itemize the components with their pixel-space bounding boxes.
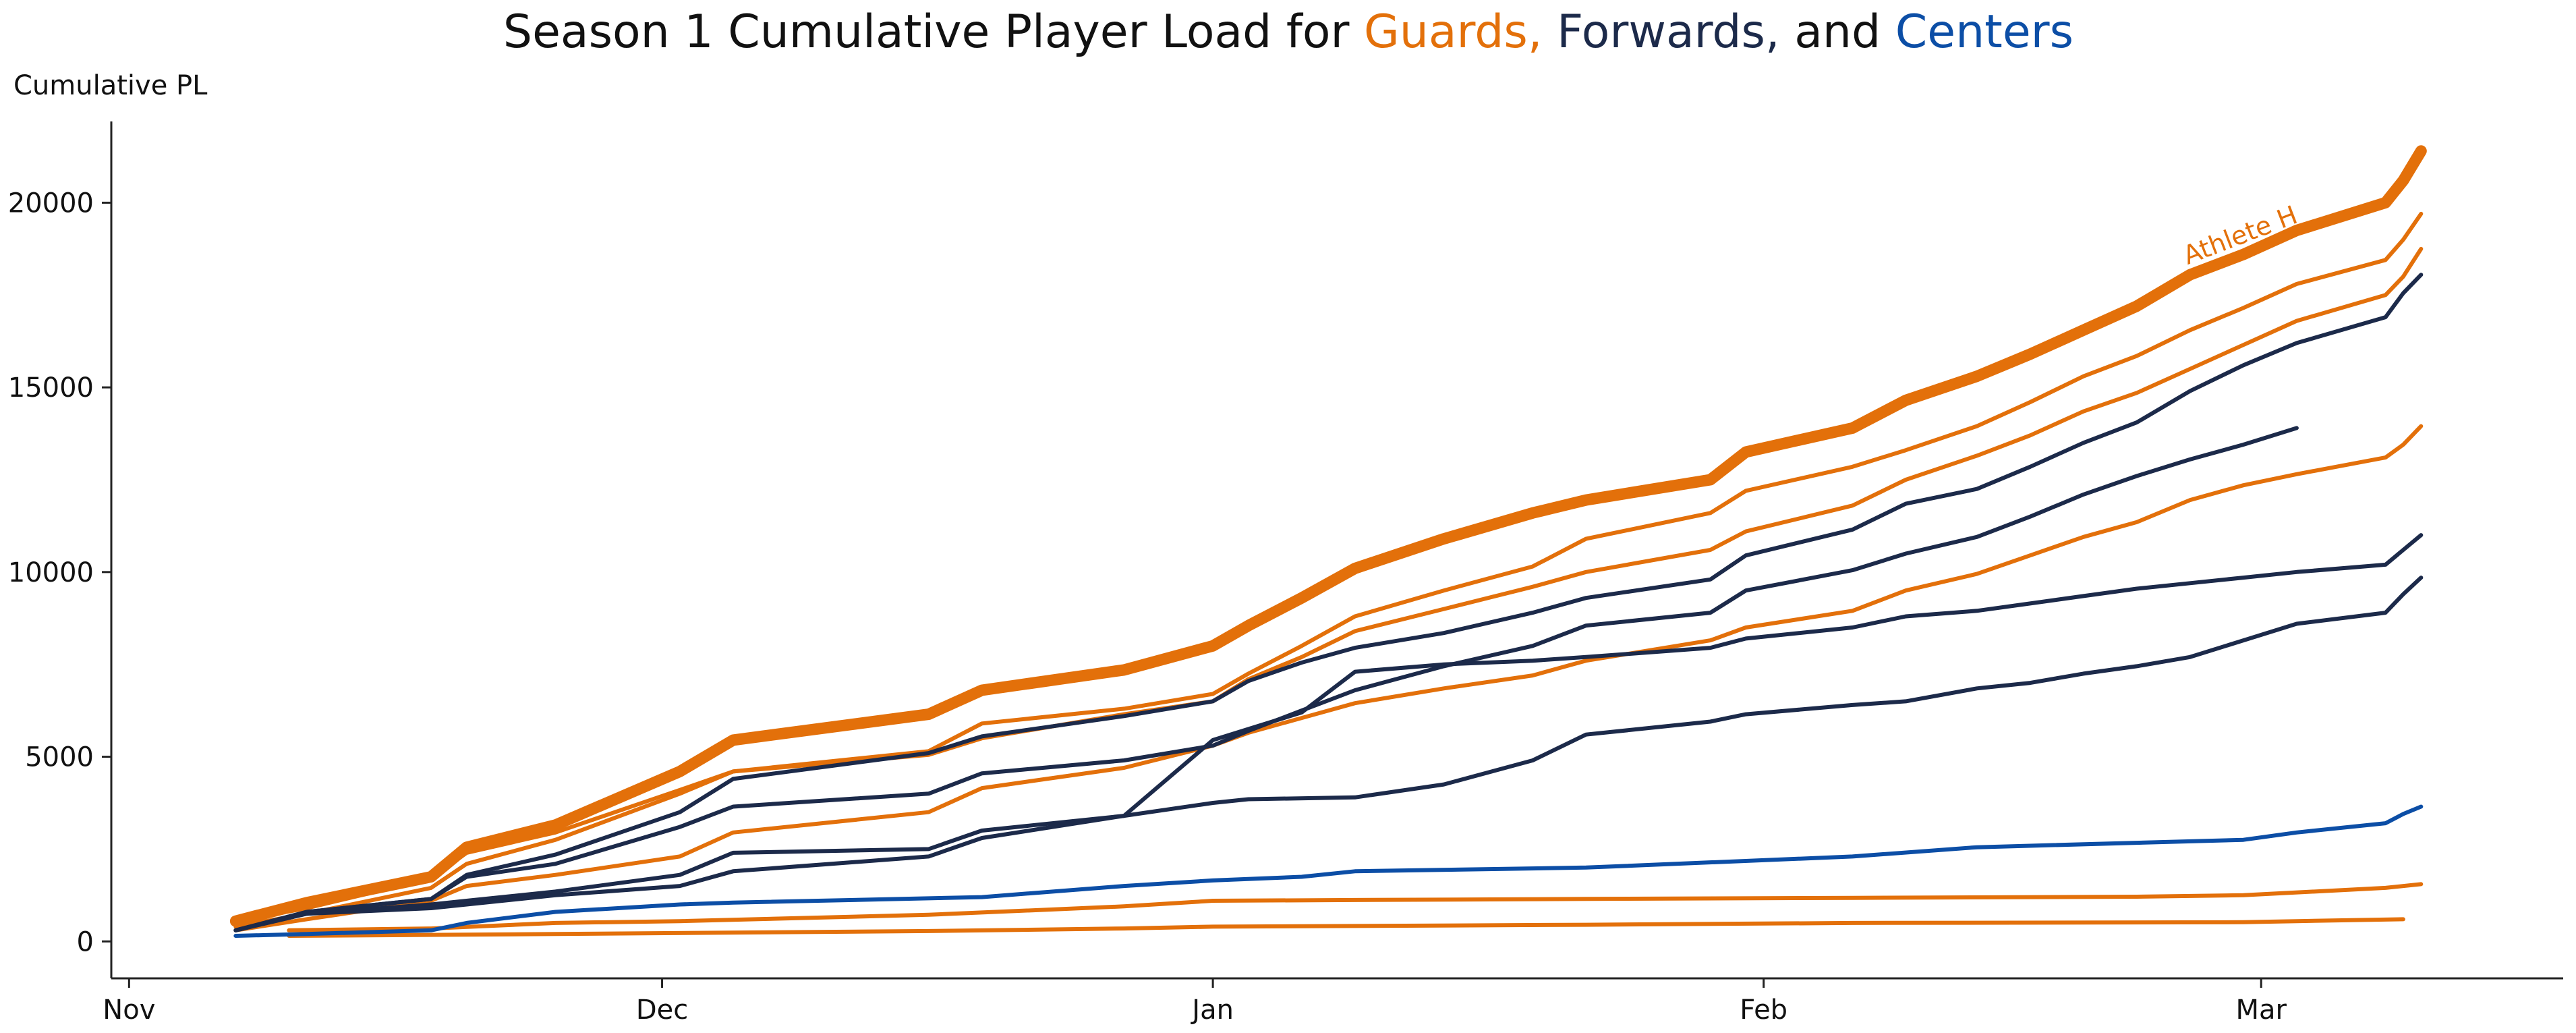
series-line-guards-1	[233, 211, 2424, 924]
series-line-centers-10	[233, 804, 2424, 938]
series-line-guards-5	[287, 917, 2405, 938]
x-tick-label: Nov	[103, 995, 155, 1026]
title-prefix: Season 1 Cumulative Player Load for	[503, 5, 1364, 59]
title-guards: Guards,	[1364, 5, 1542, 59]
series-lines	[229, 145, 2427, 938]
y-tick-label: 5000	[25, 742, 94, 773]
x-tick-label: Mar	[2235, 995, 2287, 1026]
x-tick-label: Dec	[636, 995, 688, 1026]
y-tick-label: 10000	[8, 557, 94, 588]
series-line-forwards-7	[233, 426, 2299, 932]
series-line-guards-highlight-0	[229, 145, 2427, 927]
title-forwards: Forwards,	[1542, 5, 1779, 59]
series-line-forwards-6	[233, 273, 2424, 932]
series-line-guards-4	[287, 882, 2424, 932]
x-tick-label: Feb	[1740, 995, 1787, 1026]
chart-title-text: Season 1 Cumulative Player Load for Guar…	[503, 5, 2073, 59]
y-ticks: 0 5000 10000 15000 20000	[8, 188, 111, 957]
series-line-guards-3	[233, 424, 2424, 932]
title-and: and	[1780, 5, 1881, 59]
chart-title: Season 1 Cumulative Player Load for Guar…	[503, 5, 2073, 59]
x-ticks: Nov Dec Jan Feb Mar	[103, 978, 2287, 1026]
y-tick-label: 15000	[8, 372, 94, 403]
y-tick-label: 0	[77, 926, 94, 957]
axes	[110, 121, 2563, 980]
y-tick-label: 20000	[8, 188, 94, 219]
y-axis-label: Cumulative PL	[13, 70, 208, 101]
series-line-forwards-9	[233, 533, 2424, 932]
series-line-guards-2	[233, 246, 2424, 929]
x-tick-label: Jan	[1190, 995, 1234, 1026]
series-line-forwards-8	[233, 576, 2424, 932]
title-centers: Centers	[1881, 5, 2073, 59]
